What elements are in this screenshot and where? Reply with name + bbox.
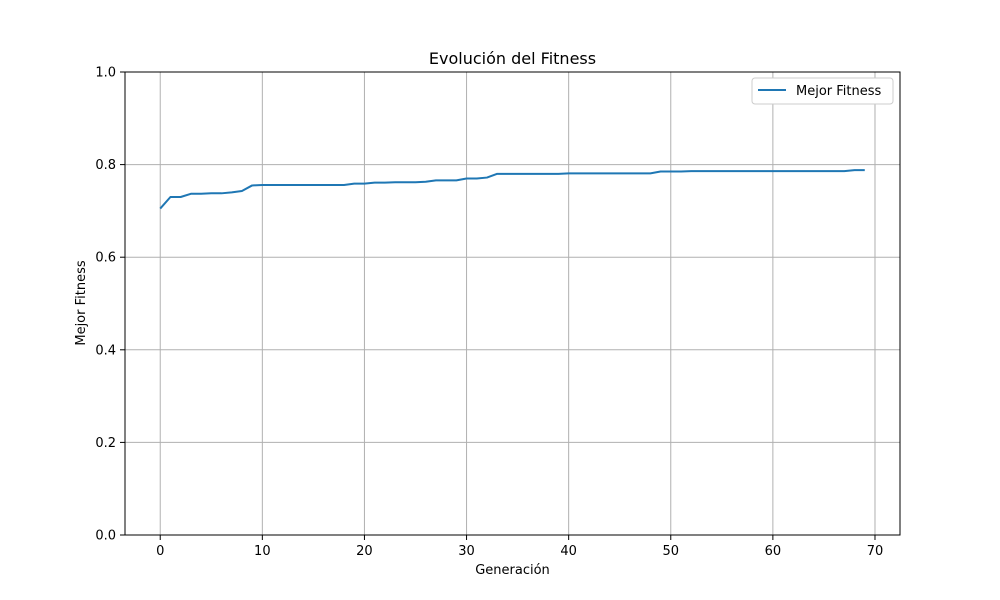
y-axis-ticks: 0.0 0.2 0.4 0.6 0.8 1.0 bbox=[95, 66, 125, 544]
plot-area-frame bbox=[124, 71, 901, 536]
x-tick-label: 10 bbox=[254, 544, 271, 559]
y-tick-label: 1.0 bbox=[95, 66, 116, 81]
legend-entry-label: Mejor Fitness bbox=[796, 84, 882, 99]
x-tick-label: 40 bbox=[560, 544, 577, 559]
x-axis-label: Generación bbox=[475, 563, 550, 578]
x-tick-label: 20 bbox=[356, 544, 373, 559]
series-line-mejor-fitness bbox=[159, 169, 865, 210]
x-tick-label: 60 bbox=[765, 544, 782, 559]
x-tick-label: 0 bbox=[156, 544, 164, 559]
y-tick-label: 0.0 bbox=[95, 529, 116, 544]
legend-box bbox=[751, 77, 894, 105]
y-tick-label: 0.4 bbox=[95, 343, 116, 358]
legend: Mejor Fitness bbox=[751, 77, 894, 105]
y-tick-label: 0.6 bbox=[95, 251, 116, 266]
y-tick-label: 0.8 bbox=[95, 158, 116, 173]
series-layer bbox=[159, 169, 865, 210]
x-tick-label: 30 bbox=[458, 544, 475, 559]
x-tick-label: 70 bbox=[867, 544, 884, 559]
y-axis-label: Mejor Fitness bbox=[74, 260, 89, 346]
x-axis-ticks: 0 10 20 30 40 50 60 70 bbox=[156, 535, 883, 559]
x-tick-label: 50 bbox=[662, 544, 679, 559]
y-tick-label: 0.2 bbox=[95, 436, 116, 451]
chart-title: Evolución del Fitness bbox=[429, 49, 596, 68]
